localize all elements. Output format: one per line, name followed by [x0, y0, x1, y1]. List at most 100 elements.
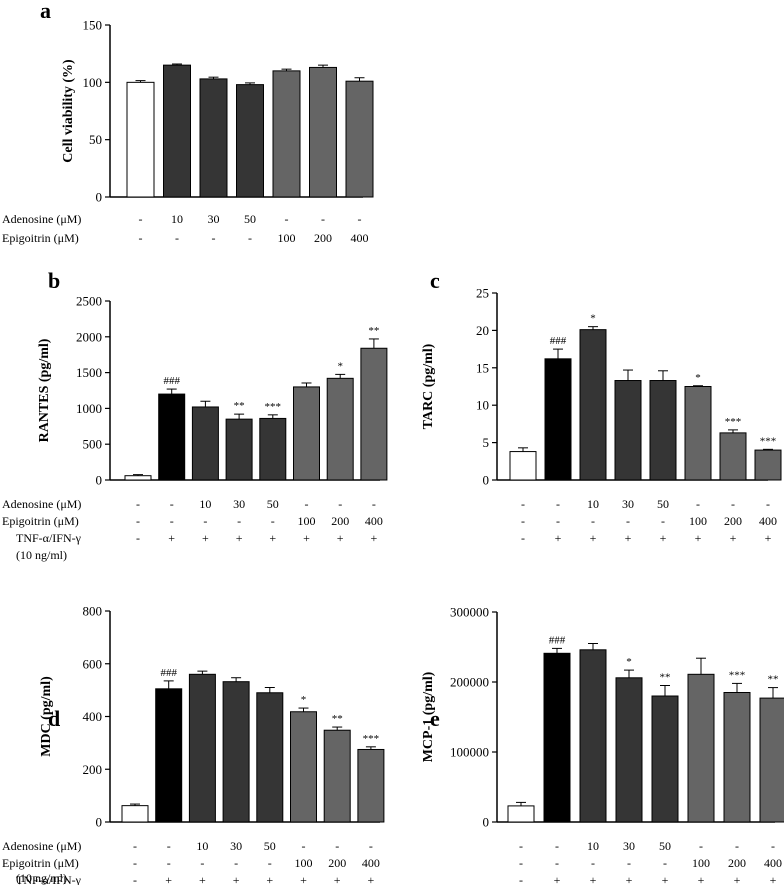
condition-adenosine-d-5: -	[302, 839, 306, 853]
condition-epigoitrin-e-7: 400	[764, 856, 782, 870]
condition-adenosine-c-5: -	[696, 497, 700, 511]
bar-e-2	[579, 649, 607, 823]
bar-d-7	[357, 748, 385, 823]
bar-d-6	[323, 729, 351, 823]
row-label-adenosine-d: Adenosine (μM)	[2, 839, 81, 853]
condition-adenosine-d-1: -	[167, 839, 171, 853]
bar-c-5	[684, 386, 712, 481]
condition-epigoitrin-e-4: -	[663, 856, 667, 870]
condition-epigoitrin-e-3: -	[627, 856, 631, 870]
row-label-epigoitrin-d: Epigoitrin (μM)	[2, 856, 79, 870]
condition-epigoitrin-a-5: 200	[314, 231, 332, 245]
significance-mark-c-6: ***	[725, 416, 742, 428]
condition-epigoitrin-b-2: -	[203, 514, 207, 528]
y-tick-label-c: 0	[483, 473, 490, 488]
condition-stim-e-5: +	[698, 873, 705, 885]
condition-stim-b-4: +	[269, 531, 276, 545]
row-label-epigoitrin-b: Epigoitrin (μM)	[2, 514, 79, 528]
y-tick-label-d: 200	[83, 762, 103, 777]
condition-adenosine-c-0: -	[521, 497, 525, 511]
y-tick-label-c: 15	[476, 360, 489, 375]
significance-mark-b-1: ###	[163, 375, 180, 387]
condition-stim-d-0: -	[133, 873, 137, 885]
bar-b-3	[225, 418, 253, 481]
bar-b-2	[191, 406, 219, 481]
condition-epigoitrin-e-0: -	[519, 856, 523, 870]
y-tick-label-b: 1000	[76, 401, 102, 416]
condition-adenosine-a-2: 30	[208, 212, 220, 226]
panel-letter-b: b	[48, 268, 60, 293]
condition-epigoitrin-c-1: -	[556, 514, 560, 528]
condition-epigoitrin-d-0: -	[133, 856, 137, 870]
condition-adenosine-a-1: 10	[171, 212, 183, 226]
condition-stim-b-5: +	[303, 531, 310, 545]
condition-adenosine-b-5: -	[305, 497, 309, 511]
condition-epigoitrin-a-4: 100	[278, 231, 296, 245]
bar-e-1	[543, 652, 571, 823]
row-label-stim-b: TNF-α/IFN-γ	[16, 531, 82, 545]
bar-a-3	[236, 84, 264, 198]
condition-epigoitrin-e-5: 100	[692, 856, 710, 870]
y-tick-label-e: 300000	[450, 605, 489, 620]
condition-epigoitrin-a-0: -	[139, 231, 143, 245]
condition-adenosine-e-4: 50	[659, 839, 671, 853]
y-axis-title-d: MDC (pg/ml)	[39, 676, 54, 757]
condition-stim-e-7: +	[770, 873, 777, 885]
row-label-stim-dose-d: (10 ng/ml)	[16, 871, 67, 885]
condition-stim-c-2: +	[590, 531, 597, 545]
row-label-adenosine-a: Adenosine (μM)	[2, 212, 81, 226]
condition-stim-d-4: +	[266, 873, 273, 885]
condition-adenosine-b-1: -	[170, 497, 174, 511]
y-tick-label-a: 0	[96, 190, 103, 205]
condition-epigoitrin-b-3: -	[237, 514, 241, 528]
y-tick-label-b: 2000	[76, 329, 102, 344]
bar-e-0	[507, 805, 535, 823]
condition-epigoitrin-b-6: 200	[331, 514, 349, 528]
y-tick-label-a: 100	[83, 75, 103, 90]
condition-stim-c-5: +	[695, 531, 702, 545]
y-tick-label-e: 0	[483, 815, 490, 830]
condition-epigoitrin-d-4: -	[268, 856, 272, 870]
condition-stim-b-3: +	[236, 531, 243, 545]
condition-stim-b-0: -	[136, 531, 140, 545]
bar-a-6	[345, 80, 374, 198]
bar-b-6	[326, 377, 354, 481]
bar-d-1	[155, 688, 183, 823]
row-label-adenosine-b: Adenosine (μM)	[2, 497, 81, 511]
bar-d-2	[188, 673, 216, 823]
bar-a-1	[163, 64, 191, 198]
condition-adenosine-a-4: -	[285, 212, 289, 226]
condition-adenosine-e-2: 10	[587, 839, 599, 853]
condition-epigoitrin-c-0: -	[521, 514, 525, 528]
y-tick-label-e: 200000	[450, 675, 489, 690]
condition-epigoitrin-c-4: -	[661, 514, 665, 528]
y-tick-label-b: 2500	[76, 294, 102, 309]
condition-stim-c-3: +	[625, 531, 632, 545]
condition-adenosine-b-4: 50	[267, 497, 279, 511]
condition-stim-e-1: +	[554, 873, 561, 885]
condition-epigoitrin-d-6: 200	[328, 856, 346, 870]
condition-adenosine-b-3: 30	[233, 497, 245, 511]
condition-stim-e-6: +	[734, 873, 741, 885]
significance-mark-d-6: **	[332, 713, 343, 725]
significance-mark-e-1: ###	[549, 634, 566, 646]
y-tick-label-d: 600	[83, 656, 103, 671]
bar-b-5	[293, 386, 320, 481]
y-tick-label-a: 150	[83, 18, 103, 33]
bar-e-5	[687, 673, 715, 823]
significance-mark-c-2: *	[590, 313, 596, 325]
bar-c-6	[719, 432, 747, 481]
condition-epigoitrin-a-2: -	[212, 231, 216, 245]
condition-adenosine-e-7: -	[771, 839, 775, 853]
condition-epigoitrin-e-1: -	[555, 856, 559, 870]
panel-letter-d: d	[48, 706, 60, 731]
y-tick-label-c: 20	[476, 323, 489, 338]
condition-stim-d-2: +	[199, 873, 206, 885]
condition-adenosine-a-3: 50	[244, 212, 256, 226]
condition-epigoitrin-c-2: -	[591, 514, 595, 528]
condition-epigoitrin-a-3: -	[248, 231, 252, 245]
bar-c-4	[649, 380, 677, 481]
condition-epigoitrin-d-7: 400	[362, 856, 380, 870]
bar-d-3	[222, 681, 250, 823]
bar-c-1	[544, 358, 572, 481]
